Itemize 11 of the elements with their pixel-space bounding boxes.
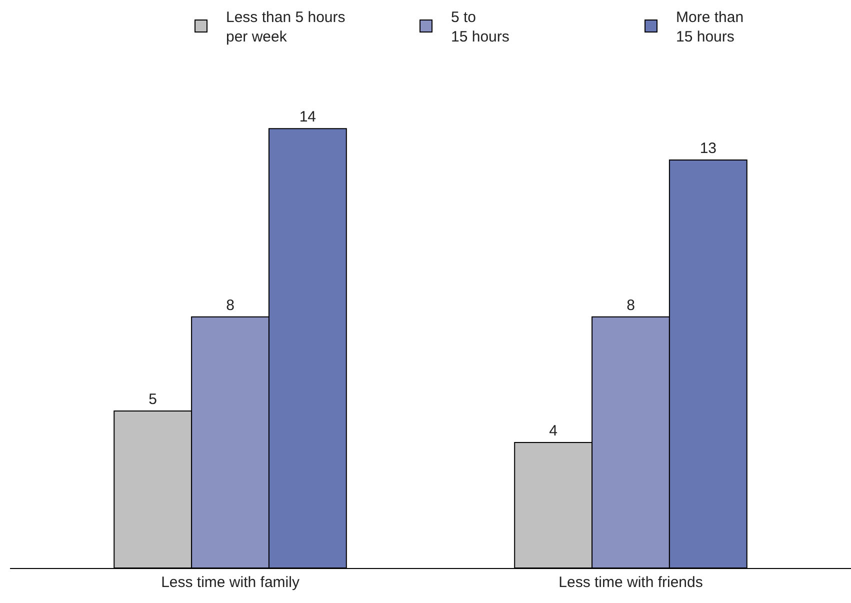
- data-label: 14: [299, 108, 316, 126]
- data-label: 4: [549, 422, 558, 440]
- x-tick-label: Less time with friends: [558, 574, 703, 591]
- data-label: 8: [626, 296, 635, 314]
- data-label: 8: [226, 296, 234, 314]
- data-label: 13: [700, 140, 717, 157]
- data-label: 5: [148, 391, 158, 408]
- legend-label: 5 to 15 hours: [451, 9, 510, 46]
- x-tick-label: Less time with family: [161, 574, 300, 591]
- legend-label: Less than 5 hours per week: [226, 9, 346, 46]
- legend-label: More than 15 hours: [676, 9, 744, 46]
